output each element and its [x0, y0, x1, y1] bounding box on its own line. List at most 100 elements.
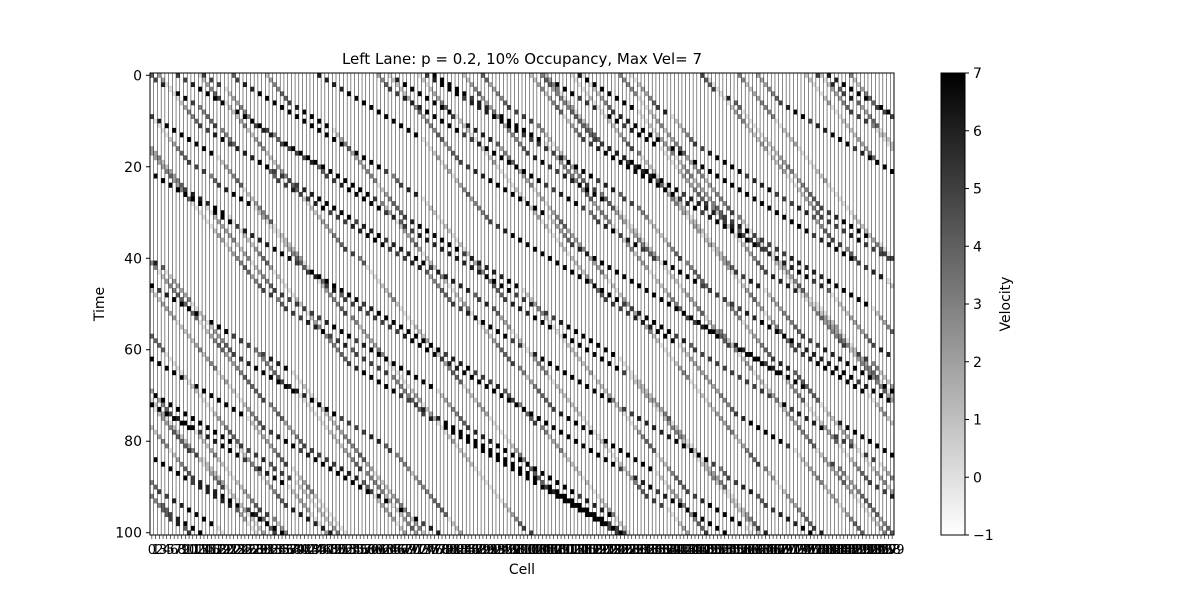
- heatmap-cell: [443, 105, 448, 110]
- heatmap-cell: [179, 434, 184, 440]
- heatmap-cell: [231, 475, 236, 481]
- heatmap-cell: [845, 379, 850, 385]
- heatmap-cell: [626, 301, 630, 307]
- heatmap-cell: [689, 137, 694, 142]
- heatmap-cell: [358, 324, 363, 330]
- heatmap-cell: [827, 429, 831, 435]
- heatmap-cell: [555, 365, 560, 371]
- heatmap-cell: [198, 73, 203, 78]
- heatmap-cell: [209, 361, 214, 367]
- heatmap-cell: [150, 402, 154, 408]
- heatmap-cell: [626, 365, 630, 371]
- heatmap-cell: [722, 159, 727, 165]
- heatmap-cell: [678, 429, 682, 435]
- heatmap-cell: [261, 516, 266, 522]
- heatmap-cell: [187, 507, 191, 513]
- heatmap-cell: [477, 470, 482, 476]
- heatmap-cell: [849, 86, 854, 92]
- heatmap-cell: [890, 452, 894, 458]
- heatmap-cell: [336, 214, 340, 220]
- heatmap-cell: [298, 150, 303, 156]
- heatmap-cell: [745, 191, 749, 197]
- heatmap-cell: [882, 374, 887, 380]
- heatmap-cell: [209, 324, 214, 330]
- heatmap-cell: [462, 73, 467, 78]
- heatmap-cell: [696, 457, 701, 463]
- heatmap-cell: [871, 342, 876, 348]
- heatmap-cell: [235, 507, 240, 513]
- x-tick-label: 103: [523, 543, 548, 558]
- heatmap-cell: [626, 118, 630, 124]
- heatmap-cell: [815, 306, 820, 312]
- heatmap-cell: [752, 315, 757, 321]
- heatmap-cell: [533, 470, 537, 476]
- heatmap-cell: [384, 191, 389, 197]
- heatmap-cell: [257, 429, 262, 435]
- heatmap-cell: [216, 82, 221, 88]
- heatmap-cell: [231, 361, 236, 367]
- heatmap-cell: [763, 246, 768, 252]
- heatmap-cell: [700, 278, 705, 284]
- heatmap-cell: [629, 306, 634, 312]
- x-tick-label: 49: [326, 543, 343, 558]
- heatmap-cell: [417, 91, 422, 97]
- heatmap-cell: [507, 127, 511, 133]
- heatmap-cell: [161, 164, 165, 170]
- heatmap-cell: [544, 484, 549, 490]
- heatmap-cell: [596, 452, 601, 458]
- heatmap-cell: [607, 521, 612, 527]
- heatmap-cell: [801, 379, 805, 385]
- heatmap-cell: [741, 347, 746, 353]
- heatmap-cell: [882, 384, 887, 389]
- heatmap-cell: [648, 164, 653, 170]
- heatmap-cell: [875, 402, 880, 408]
- heatmap-cell: [246, 361, 251, 367]
- heatmap-cell: [734, 269, 738, 275]
- heatmap-cell: [257, 141, 262, 147]
- heatmap-cell: [708, 466, 712, 472]
- heatmap-cell: [641, 100, 645, 106]
- x-tick-label: 78: [434, 543, 451, 558]
- heatmap-cell: [183, 438, 188, 444]
- heatmap-cell: [581, 169, 586, 174]
- x-tick-label: 63: [378, 543, 395, 558]
- heatmap-cell: [518, 191, 522, 197]
- heatmap-cell: [827, 361, 831, 367]
- heatmap-cell: [879, 406, 883, 412]
- heatmap-cell: [841, 306, 846, 312]
- heatmap-cell: [492, 420, 496, 426]
- heatmap-cell: [633, 164, 638, 170]
- heatmap-cell: [629, 105, 634, 110]
- heatmap-cell: [596, 287, 601, 293]
- heatmap-cell: [176, 73, 180, 78]
- heatmap-cell: [719, 329, 723, 335]
- heatmap-cell: [756, 127, 761, 133]
- heatmap-cell: [510, 301, 515, 307]
- heatmap-cell: [455, 365, 459, 371]
- heatmap-cell: [566, 416, 571, 421]
- heatmap-cell: [849, 443, 854, 449]
- heatmap-cell: [376, 109, 381, 115]
- heatmap-cell: [774, 118, 779, 124]
- x-tick-label: 127: [612, 543, 637, 558]
- heatmap-cell: [641, 86, 645, 92]
- x-tick-label: 169: [768, 543, 793, 558]
- heatmap-cell: [696, 388, 701, 394]
- heatmap-cell: [261, 255, 266, 261]
- heatmap-cell: [611, 461, 615, 467]
- heatmap-cell: [417, 406, 422, 412]
- heatmap-cell: [302, 187, 307, 193]
- heatmap-cell: [190, 416, 195, 421]
- heatmap-cell: [562, 95, 567, 101]
- heatmap-cell: [369, 338, 374, 344]
- heatmap-cell: [670, 137, 675, 142]
- heatmap-cell: [362, 164, 366, 170]
- heatmap-cell: [685, 210, 690, 216]
- heatmap-cell: [730, 164, 735, 170]
- heatmap-cell: [243, 265, 247, 270]
- heatmap-cell: [317, 214, 322, 220]
- heatmap-cell: [287, 178, 292, 184]
- heatmap-cell: [410, 86, 415, 92]
- heatmap-cell: [603, 114, 608, 120]
- x-tick-label: 199: [880, 543, 905, 558]
